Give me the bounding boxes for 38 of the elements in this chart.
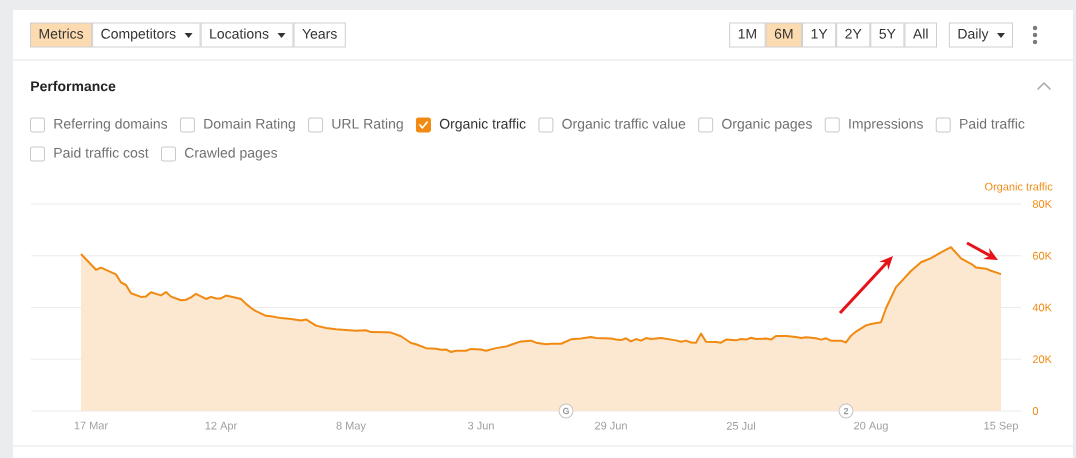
text: 2Y: [845, 28, 862, 39]
annotation: G: [562, 407, 569, 415]
text: All: [912, 28, 928, 39]
x-tick-label: 12 Apr: [205, 421, 237, 432]
x-tick-label: 20 Aug: [854, 421, 888, 432]
text: Crawled pages: [184, 147, 278, 161]
legend-label: Organic traffic: [439, 118, 526, 132]
annotation: 2: [843, 407, 849, 415]
text: Competitors: [101, 28, 176, 42]
text: Paid traffic: [960, 118, 1025, 129]
text: 5Y: [879, 28, 896, 39]
text: Years: [302, 28, 337, 39]
text: Paid traffic cost: [54, 147, 149, 158]
text: Impressions: [849, 118, 923, 132]
text: URL Rating: [332, 118, 403, 132]
text: Organic pages: [722, 118, 812, 132]
x-tick-label: 3 Jun: [467, 421, 494, 430]
text: 1M: [738, 28, 756, 39]
y-tick-label: 20K: [1032, 355, 1052, 364]
chart-title: Performance: [31, 80, 116, 92]
text: Metrics: [39, 28, 84, 39]
y-tick-label: 60K: [1032, 251, 1052, 260]
x-tick-label: 29 Jun: [595, 421, 627, 430]
text: Domain Rating: [204, 118, 295, 132]
x-tick-label: 17 Mar: [74, 421, 108, 430]
text: Daily: [958, 28, 989, 42]
x-tick-label: 8 May: [336, 421, 366, 432]
y-tick-label: 80K: [1032, 200, 1052, 208]
y-tick-label: 0: [1032, 407, 1039, 415]
y-tick-label: 40K: [1032, 303, 1052, 312]
x-tick-label: 15 Sep: [984, 421, 1018, 432]
text: Organic traffic value: [562, 118, 686, 132]
y-axis-title: Organic traffic: [985, 182, 1053, 193]
text: Referring domains: [54, 118, 168, 132]
text: Locations: [210, 28, 269, 39]
x-tick-label: 25 Jul: [726, 421, 755, 430]
text: 1Y: [811, 28, 828, 39]
text: 6M: [774, 28, 793, 39]
